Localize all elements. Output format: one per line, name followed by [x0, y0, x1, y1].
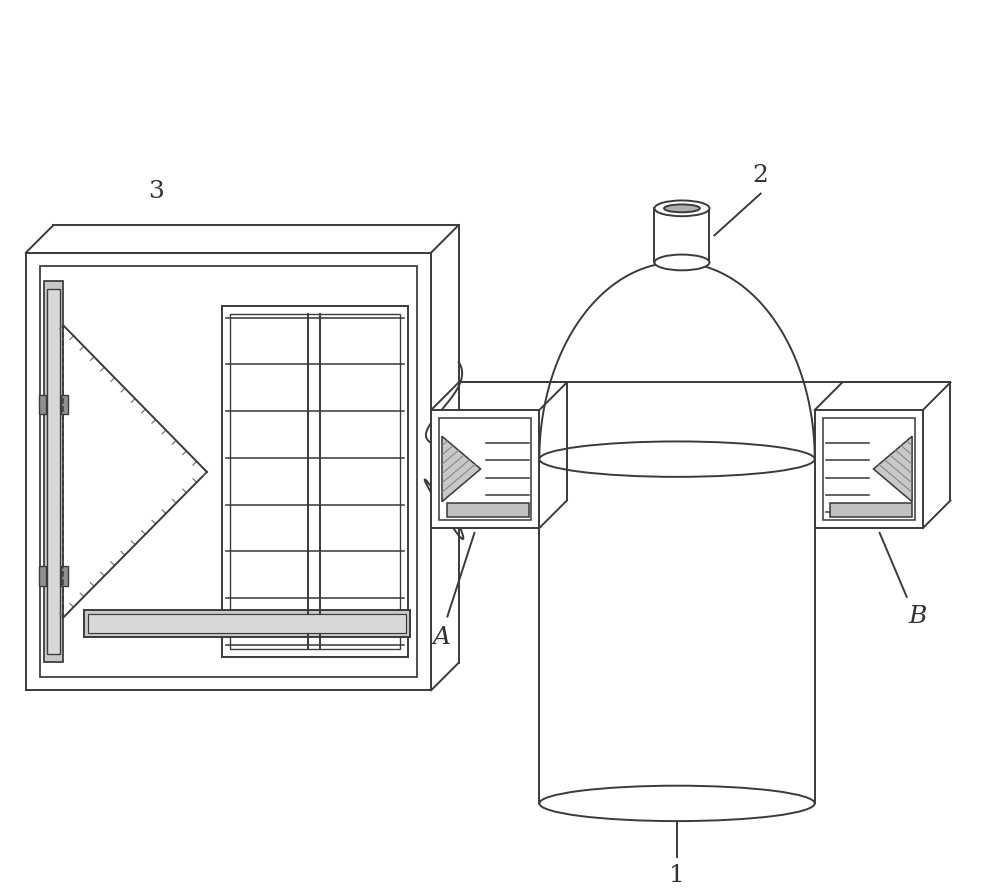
Bar	[47, 289, 60, 654]
Polygon shape	[442, 436, 481, 502]
Bar	[823, 417, 915, 520]
Bar	[830, 503, 912, 518]
Bar	[40, 266, 417, 677]
Text: A: A	[433, 627, 451, 649]
Bar	[26, 253, 431, 690]
Bar	[439, 417, 531, 520]
Bar	[61, 566, 68, 586]
Text: 3: 3	[148, 181, 164, 204]
Ellipse shape	[539, 442, 815, 477]
Text: 2: 2	[753, 164, 769, 187]
Bar	[431, 410, 539, 528]
Bar	[39, 394, 46, 414]
Bar	[61, 394, 68, 414]
Polygon shape	[873, 436, 912, 502]
Ellipse shape	[664, 205, 700, 212]
Bar	[815, 410, 923, 528]
Ellipse shape	[654, 200, 709, 216]
Text: B: B	[908, 604, 927, 628]
Bar	[222, 306, 408, 657]
Bar	[230, 314, 400, 649]
Ellipse shape	[654, 255, 709, 270]
Bar	[44, 281, 63, 662]
Bar	[84, 610, 410, 637]
Bar	[88, 613, 406, 633]
Bar	[447, 503, 529, 518]
Ellipse shape	[539, 786, 815, 821]
Text: 1: 1	[669, 864, 685, 888]
Bar	[39, 566, 46, 586]
